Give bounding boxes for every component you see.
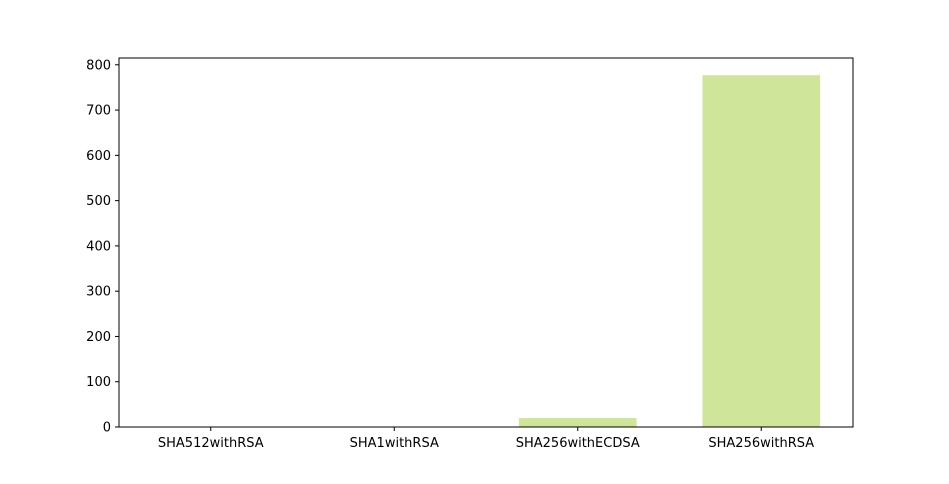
y-axis-ticks: 0 100 200 300 400 500 600 700 800 bbox=[86, 58, 119, 435]
bar-sha256withecdsa bbox=[519, 418, 637, 427]
y-tick-label: 800 bbox=[86, 58, 111, 73]
y-tick-label: 100 bbox=[86, 375, 111, 390]
y-tick-label: 700 bbox=[86, 104, 111, 119]
x-tick-label: SHA256withRSA bbox=[708, 436, 814, 451]
x-axis-ticks: SHA512withRSA SHA1withRSA SHA256withECDSA S… bbox=[158, 427, 814, 451]
y-tick-label: 300 bbox=[86, 285, 111, 300]
y-tick-label: 0 bbox=[103, 421, 111, 436]
x-tick-label: SHA512withRSA bbox=[158, 436, 264, 451]
y-tick-label: 600 bbox=[86, 149, 111, 164]
y-tick-label: 400 bbox=[86, 239, 111, 254]
bar-sha256withrsa bbox=[702, 75, 820, 427]
bars-layer bbox=[152, 75, 820, 427]
x-tick-label: SHA256withECDSA bbox=[516, 436, 640, 451]
x-tick-label: SHA1withRSA bbox=[350, 436, 439, 451]
y-tick-label: 500 bbox=[86, 194, 111, 209]
y-tick-label: 200 bbox=[86, 330, 111, 345]
